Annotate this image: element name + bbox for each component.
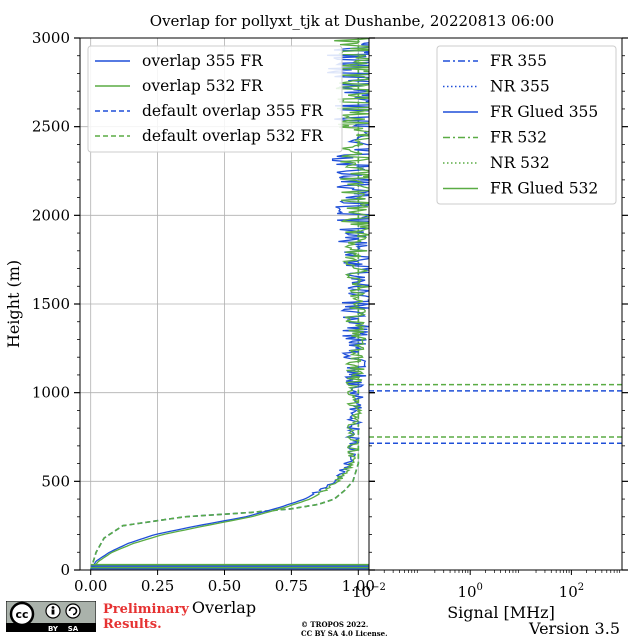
overlap-y-tick-label: 500 bbox=[41, 472, 70, 490]
overlap-legend-label: overlap 532 FR bbox=[142, 77, 264, 95]
cc-logo-text: cc bbox=[15, 608, 28, 621]
overlap-ticks: 0.00 0.25 0.50 0.75 1.00 0 500 1000 1500 2000 2500… bbox=[32, 29, 375, 595]
overlap-y-tick-label: 1500 bbox=[32, 295, 70, 313]
overlap-legend: overlap 355 FR overlap 532 FR default over… bbox=[87, 45, 343, 153]
signal-x-tick-label: 10−2 bbox=[352, 582, 386, 601]
signal-legend: FR 355 NR 355 FR Glued 355 FR 532 NR 532 FR G… bbox=[436, 45, 617, 205]
overlap-y-tick-label: 2000 bbox=[32, 206, 70, 224]
overlap-x-tick-label: 0.50 bbox=[208, 577, 241, 595]
signal-legend-label: NR 355 bbox=[490, 78, 550, 96]
version-label: Version 3.5 bbox=[529, 619, 620, 638]
signal-x-tick-label: 102 bbox=[559, 582, 584, 601]
overlap-legend-label: default overlap 355 FR bbox=[142, 102, 324, 120]
overlap-series-line bbox=[89, 38, 360, 570]
overlap-y-tick-label: 0 bbox=[60, 561, 70, 579]
overlap-x-tick-label: 0.25 bbox=[141, 577, 174, 595]
signal-x-label: Signal [MHz] bbox=[447, 603, 555, 622]
overlap-series-lines bbox=[89, 38, 369, 570]
copyright-line-1: © TROPOS 2022. bbox=[301, 620, 369, 629]
overlap-x-tick-label: 0.00 bbox=[74, 577, 107, 595]
copyright-note: © TROPOS 2022. CC BY SA 4.0 License. bbox=[301, 620, 388, 638]
preliminary-results-note: Preliminary Results. bbox=[103, 602, 189, 632]
overlap-x-tick-label: 0.75 bbox=[275, 577, 308, 595]
copyright-line-2: CC BY SA 4.0 License. bbox=[301, 629, 388, 638]
signal-legend-label: FR Glued 355 bbox=[490, 103, 598, 121]
overlap-x-label: Overlap bbox=[192, 598, 256, 617]
overlap-x-tick-label: 1.00 bbox=[342, 577, 375, 595]
signal-legend-box bbox=[436, 45, 617, 205]
overlap-legend-label: overlap 355 FR bbox=[142, 52, 264, 70]
creative-commons-by-sa-logo: cc BY SA bbox=[6, 601, 96, 632]
overlap-legend-box bbox=[87, 45, 343, 153]
overlap-y-tick-label: 1000 bbox=[32, 384, 70, 402]
overlap-y-tick-label: 2500 bbox=[32, 118, 70, 136]
signal-ticks: 10−2 100 102 bbox=[352, 37, 628, 601]
figure-title: Overlap for pollyxt_tjk at Dushanbe, 202… bbox=[150, 12, 554, 30]
overlap-y-label: Height (m) bbox=[4, 260, 23, 348]
preliminary-line-1: Preliminary bbox=[103, 602, 189, 617]
signal-reference-lines bbox=[369, 383, 622, 444]
preliminary-line-2: Results. bbox=[103, 617, 162, 632]
signal-legend-label: NR 532 bbox=[490, 154, 550, 172]
overlap-axes: 0.00 0.25 0.50 0.75 1.00 0 500 1000 1500 2000 2500… bbox=[4, 29, 375, 617]
signal-axes: 10−2 100 102 Signal [MHz] FR 355 NR 355 FR G… bbox=[352, 37, 628, 622]
signal-legend-label: FR Glued 532 bbox=[490, 180, 598, 198]
signal-legend-label: FR 532 bbox=[490, 129, 547, 147]
overlap-series-line bbox=[90, 38, 369, 570]
overlap-series-line bbox=[90, 38, 369, 570]
overlap-y-tick-label: 3000 bbox=[32, 29, 70, 47]
cc-sa-text: SA bbox=[68, 625, 79, 632]
signal-x-tick-label: 100 bbox=[457, 582, 482, 601]
signal-legend-label: FR 355 bbox=[490, 52, 547, 70]
overlap-legend-label: default overlap 532 FR bbox=[142, 127, 324, 145]
cc-by-text: BY bbox=[48, 625, 59, 632]
